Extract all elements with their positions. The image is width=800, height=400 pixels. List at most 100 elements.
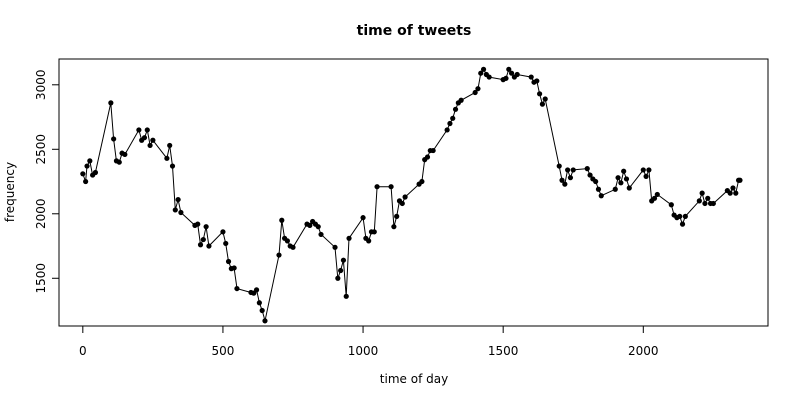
- data-point: [178, 209, 184, 216]
- data-point: [335, 275, 341, 281]
- data-point: [391, 224, 397, 230]
- data-point: [598, 193, 604, 199]
- data-point: [646, 167, 652, 173]
- data-point: [315, 224, 321, 230]
- data-point: [682, 213, 688, 219]
- data-point: [567, 175, 574, 181]
- data-point: [447, 120, 453, 127]
- data-point: [279, 217, 285, 223]
- data-point: [169, 163, 176, 169]
- data-point: [677, 213, 683, 219]
- data-point: [200, 236, 206, 243]
- data-point: [570, 167, 576, 173]
- data-point: [679, 221, 686, 227]
- data-point: [702, 200, 708, 207]
- data-point: [699, 190, 705, 196]
- data-point: [424, 154, 431, 160]
- data-point: [506, 66, 512, 72]
- data-point: [430, 147, 436, 154]
- data-point: [141, 135, 148, 141]
- series-line: [82, 68, 740, 321]
- data-point: [727, 190, 733, 196]
- data-point: [223, 240, 229, 247]
- data-point: [508, 70, 515, 76]
- data-point: [542, 96, 548, 102]
- data-point: [452, 106, 459, 112]
- data-point: [612, 186, 618, 192]
- data-point: [640, 167, 646, 173]
- data-point: [253, 287, 260, 293]
- data-point: [256, 300, 262, 306]
- x-axis-label: time of day: [380, 372, 448, 386]
- data-point: [556, 163, 562, 169]
- data-point: [116, 159, 122, 165]
- data-point: [234, 285, 240, 292]
- data-point: [87, 158, 93, 164]
- data-point: [472, 89, 478, 96]
- data-point: [730, 185, 736, 191]
- data-point: [654, 191, 660, 198]
- data-point: [276, 252, 282, 258]
- plot-area: [80, 66, 743, 324]
- y-axis-label: frequency: [3, 162, 17, 222]
- data-point: [175, 196, 181, 203]
- data-point: [360, 215, 366, 221]
- data-point: [618, 180, 624, 186]
- data-point: [164, 155, 170, 161]
- data-point: [737, 177, 743, 183]
- data-point: [528, 74, 534, 80]
- plot-frame: [58, 58, 769, 327]
- x-tick-label: 0: [79, 344, 87, 358]
- data-point: [111, 136, 117, 142]
- data-point: [338, 267, 344, 274]
- data-point: [450, 115, 456, 121]
- data-point: [534, 78, 540, 84]
- data-point: [651, 195, 658, 201]
- data-point: [343, 293, 349, 299]
- data-point: [172, 207, 178, 213]
- data-point: [203, 224, 209, 230]
- y-tick-label: 2500: [34, 134, 48, 165]
- data-point: [626, 185, 632, 191]
- data-point: [584, 166, 590, 172]
- data-point: [733, 190, 739, 196]
- data-point: [559, 177, 565, 183]
- data-point: [80, 171, 86, 177]
- data-point: [539, 101, 546, 107]
- data-point: [346, 235, 352, 241]
- y-tick-label: 3000: [34, 70, 48, 101]
- data-point: [696, 198, 702, 204]
- y-tick-label: 1500: [34, 263, 48, 294]
- data-point: [318, 231, 324, 238]
- y-axis: 1500 2000 2500 3000: [34, 70, 59, 294]
- data-point: [340, 257, 347, 263]
- data-point: [220, 229, 226, 235]
- data-point: [147, 142, 153, 149]
- data-point: [444, 127, 450, 133]
- data-point: [621, 168, 627, 174]
- data-point: [562, 181, 568, 187]
- data-point: [374, 184, 380, 190]
- x-tick-label: 1000: [348, 344, 379, 358]
- data-point: [623, 176, 630, 182]
- data-point: [150, 137, 156, 143]
- data-point: [565, 167, 571, 173]
- data-point: [366, 238, 372, 244]
- data-point: [195, 221, 201, 227]
- data-point: [167, 142, 173, 149]
- data-point: [388, 184, 394, 190]
- data-point: [92, 169, 99, 176]
- x-tick-label: 1500: [488, 344, 519, 358]
- data-point: [122, 151, 128, 158]
- data-point: [394, 213, 400, 219]
- data-point: [643, 173, 649, 179]
- data-point: [615, 175, 621, 181]
- data-point: [419, 178, 425, 185]
- data-point: [332, 244, 338, 250]
- y-tick-label: 2000: [34, 199, 48, 230]
- data-point: [399, 200, 405, 207]
- data-point: [84, 163, 90, 169]
- data-point: [225, 258, 232, 265]
- data-point: [284, 238, 290, 244]
